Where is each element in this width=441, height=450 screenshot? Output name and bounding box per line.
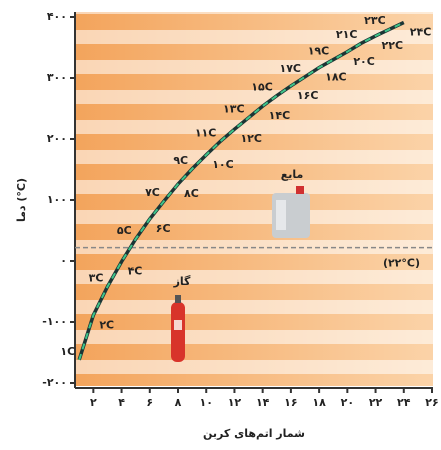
reference-label: (۲۲°C) bbox=[383, 257, 420, 270]
x-tick-label: ۱۸ bbox=[312, 396, 326, 409]
point-label: ۱۰C bbox=[212, 158, 234, 171]
annotation: مایع bbox=[281, 168, 304, 181]
x-tick-label: ۴ bbox=[118, 396, 125, 409]
point-label: ۶C bbox=[156, 222, 171, 235]
point-label: ۴C bbox=[128, 265, 143, 278]
y-tick-label: ۲۰۰ bbox=[47, 132, 67, 145]
x-tick-label: ۱۰ bbox=[200, 396, 213, 409]
point-label: ۲C bbox=[99, 318, 114, 331]
point-label: ۲۱C bbox=[336, 28, 358, 41]
x-tick-label: ۲ bbox=[90, 396, 97, 409]
point-label: ۱۲C bbox=[240, 132, 262, 145]
y-tick-label: -۲۰۰ bbox=[42, 376, 67, 389]
x-tick-label: ۲۴ bbox=[397, 396, 411, 409]
point-label: ۱۸C bbox=[325, 71, 347, 84]
point-label: ۱۳C bbox=[223, 103, 245, 116]
x-tick-label: ۸ bbox=[175, 396, 182, 409]
point-label: ۸C bbox=[184, 187, 199, 200]
x-tick-label: ۲۰ bbox=[341, 396, 354, 409]
x-tick-label: ۱۶ bbox=[284, 396, 297, 409]
y-tick-label: ۰ bbox=[60, 254, 67, 267]
point-label: ۲۴C bbox=[410, 25, 432, 38]
point-label: ۵C bbox=[117, 224, 132, 237]
y-tick-label: ۱۰۰ bbox=[47, 193, 67, 206]
x-tick-label: ۶ bbox=[146, 396, 153, 409]
point-label: ۱C bbox=[60, 345, 75, 358]
y-tick-label: -۱۰۰ bbox=[42, 315, 67, 328]
point-label: ۱۹C bbox=[308, 45, 330, 58]
y-tick-label: ۳۰۰ bbox=[47, 71, 67, 84]
x-tick-label: ۲۶ bbox=[425, 396, 438, 409]
point-label: ۱۶C bbox=[297, 89, 319, 102]
point-label: ۲۲C bbox=[382, 39, 404, 52]
annotation: گاز bbox=[173, 275, 191, 288]
y-axis-label: دما (°C) bbox=[15, 178, 28, 222]
liquid-canister-icon bbox=[272, 186, 310, 238]
point-label: ۷C bbox=[145, 186, 160, 199]
point-label: ۱۴C bbox=[269, 109, 291, 122]
point-label: ۲۰C bbox=[353, 55, 375, 68]
gas-cylinder-icon bbox=[171, 295, 185, 362]
plot-stripes bbox=[75, 12, 433, 386]
x-axis-label: شمار اتم‌های کربن bbox=[203, 427, 305, 440]
point-label: ۱۱C bbox=[195, 126, 217, 139]
x-tick-label: ۱۲ bbox=[228, 396, 242, 409]
point-label: ۱۷C bbox=[279, 62, 301, 75]
y-tick-label: ۴۰۰ bbox=[47, 10, 67, 23]
point-label: ۱۵C bbox=[251, 81, 273, 94]
point-label: ۲۳C bbox=[364, 14, 386, 27]
point-label: ۹C bbox=[173, 154, 188, 167]
point-label: ۳C bbox=[89, 272, 104, 285]
x-tick-label: ۲۲ bbox=[369, 396, 383, 409]
x-tick-label: ۱۴ bbox=[256, 396, 270, 409]
chart: دما (°C) شمار اتم‌های کربن گاز مایع -۲۰۰… bbox=[0, 0, 441, 446]
